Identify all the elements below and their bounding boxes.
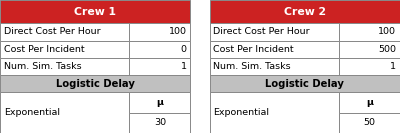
Bar	[339, 23, 400, 41]
Bar	[130, 41, 190, 58]
Bar	[0, 58, 130, 75]
Text: 1: 1	[390, 62, 396, 71]
Text: Direct Cost Per Hour: Direct Cost Per Hour	[4, 27, 100, 36]
Text: Crew 1: Crew 1	[74, 7, 116, 17]
Bar	[210, 0, 400, 23]
Text: 100: 100	[378, 27, 396, 36]
Text: Num. Sim. Tasks: Num. Sim. Tasks	[4, 62, 82, 71]
Bar	[339, 58, 400, 75]
Text: Cost Per Incident: Cost Per Incident	[214, 45, 294, 54]
Bar	[339, 113, 400, 133]
Bar	[210, 92, 339, 133]
Text: Logistic Delay: Logistic Delay	[265, 79, 344, 89]
Text: 30: 30	[154, 118, 166, 127]
Text: 0: 0	[180, 45, 186, 54]
Text: Exponential: Exponential	[4, 108, 60, 117]
Bar	[130, 92, 190, 113]
Text: Logistic Delay: Logistic Delay	[56, 79, 135, 89]
Text: Num. Sim. Tasks: Num. Sim. Tasks	[214, 62, 291, 71]
Bar	[210, 75, 400, 92]
Bar	[0, 75, 190, 92]
Text: μ: μ	[156, 98, 164, 107]
Bar	[0, 41, 130, 58]
Text: 100: 100	[168, 27, 186, 36]
Bar	[0, 92, 130, 133]
Text: 50: 50	[364, 118, 376, 127]
Bar	[339, 41, 400, 58]
Bar	[0, 23, 130, 41]
Bar	[0, 0, 190, 23]
Text: μ: μ	[366, 98, 373, 107]
Text: Direct Cost Per Hour: Direct Cost Per Hour	[214, 27, 310, 36]
Text: 500: 500	[378, 45, 396, 54]
Bar	[210, 41, 339, 58]
Bar	[130, 58, 190, 75]
Bar	[130, 113, 190, 133]
Text: Exponential: Exponential	[214, 108, 270, 117]
Text: Cost Per Incident: Cost Per Incident	[4, 45, 84, 54]
Text: 1: 1	[180, 62, 186, 71]
Bar	[130, 23, 190, 41]
Bar	[339, 92, 400, 113]
Bar	[210, 23, 339, 41]
Text: Crew 2: Crew 2	[284, 7, 326, 17]
Bar	[210, 58, 339, 75]
